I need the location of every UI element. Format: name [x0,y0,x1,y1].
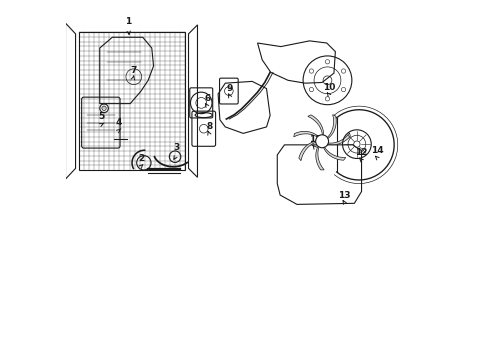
Text: 12: 12 [355,148,368,157]
Text: 10: 10 [323,83,336,92]
Polygon shape [327,133,350,145]
Text: 8: 8 [206,122,212,131]
Text: 3: 3 [173,143,179,152]
Polygon shape [299,141,317,161]
Text: 6: 6 [204,94,211,103]
Bar [79,32,185,170]
Circle shape [316,135,329,148]
Text: 13: 13 [339,191,351,200]
Text: 9: 9 [227,84,233,93]
Polygon shape [316,146,324,170]
Text: 1: 1 [125,17,132,26]
Polygon shape [294,131,318,138]
Text: 4: 4 [116,118,122,127]
Text: 11: 11 [309,135,321,144]
Text: 2: 2 [138,154,144,163]
Text: 7: 7 [130,66,136,75]
Text: 5: 5 [98,112,105,121]
Polygon shape [327,114,336,139]
Text: 14: 14 [371,146,384,155]
Polygon shape [308,115,323,136]
Polygon shape [323,147,346,160]
